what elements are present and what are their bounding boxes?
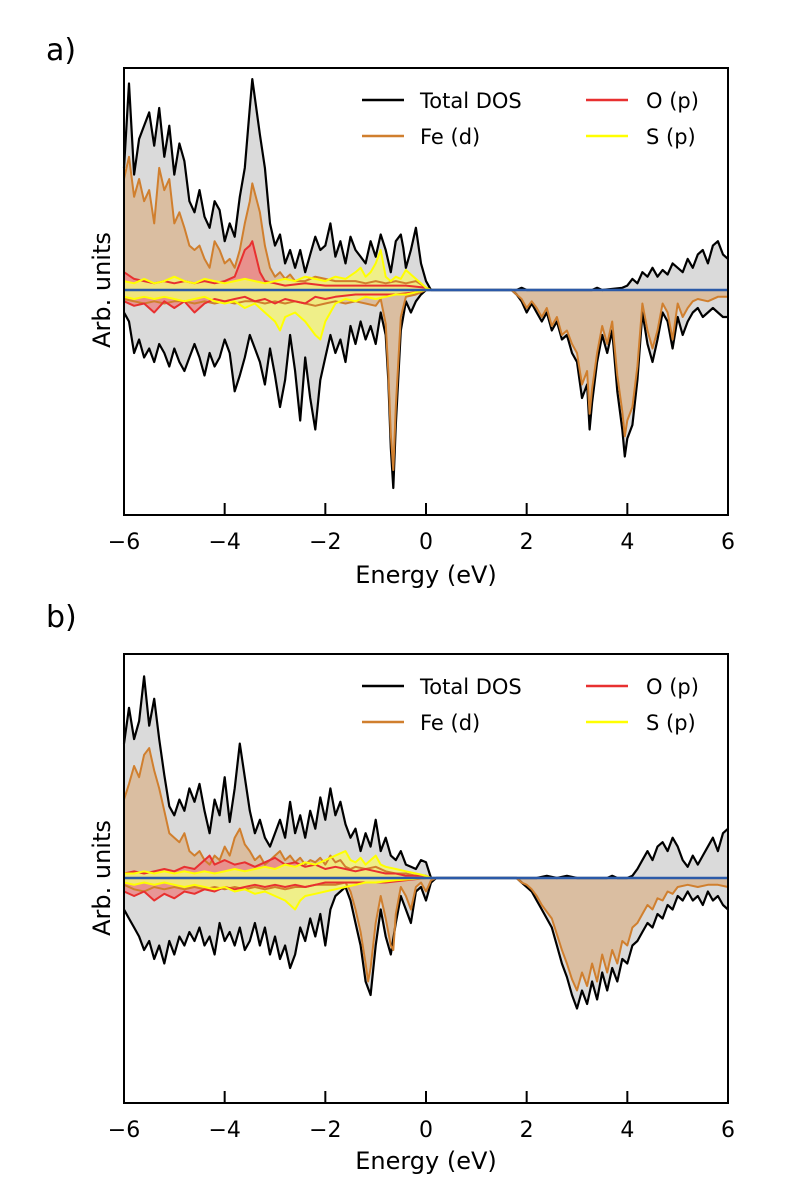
panel-b-label: b): [46, 600, 77, 635]
series-line-total-dos-up: [122, 675, 729, 880]
panel-b-x-ticks: −6 −4 −2 0 2 4 6: [108, 1091, 735, 1143]
panel-a-xlabel: Energy (eV): [355, 561, 497, 589]
legend-label-total-dos: Total DOS: [419, 89, 522, 113]
panel-b-xlabel: Energy (eV): [355, 1147, 497, 1175]
series-line-s-p-up: [123, 249, 432, 291]
panel-b-series: [122, 675, 729, 1010]
x-tick-label: 0: [419, 530, 433, 555]
panel-a-label: a): [46, 33, 76, 68]
series-fill-total-dos-up: [124, 676, 728, 878]
x-tick-label: −6: [108, 530, 140, 555]
panel-b-ylabel: Arb. units: [88, 820, 116, 936]
panel-a: a) Arb. units −6 −4 −2 0 2 4 6 Energy (eV) Tot…: [46, 33, 735, 589]
panel-a-ylabel: Arb. units: [88, 232, 116, 348]
series-line-fe-d-up: [123, 155, 432, 291]
panel-a-legend: Total DOS Fe (d) O (p) S (p): [362, 89, 699, 149]
panel-a-series: [122, 77, 729, 490]
series-line-s-p-up: [124, 850, 432, 879]
x-tick-label: −2: [309, 530, 341, 555]
series-line-s-p-down: [123, 289, 427, 341]
legend-label-total-dos: Total DOS: [419, 675, 522, 699]
legend-label-s-p: S (p): [646, 711, 696, 735]
x-tick-label: 4: [620, 530, 634, 555]
x-tick-label: −6: [108, 1118, 140, 1143]
legend-label-o-p: O (p): [646, 675, 699, 699]
panel-b: b) Arb. units −6 −4 −2 0 2 4 6 Energy (eV) Tot…: [46, 600, 735, 1175]
series-line-o-p-down: [123, 877, 427, 902]
legend-label-fe-d: Fe (d): [420, 125, 480, 149]
series-line-o-p-up: [123, 240, 432, 291]
series-fill-fe-d-down: [124, 290, 728, 470]
series-fill-fe-d-up: [124, 156, 431, 290]
series-line-fe-d-up: [123, 747, 432, 879]
legend-label-o-p: O (p): [646, 89, 699, 113]
series-line-fe-d-down: [123, 877, 729, 992]
x-tick-label: −4: [208, 530, 240, 555]
legend-label-s-p: S (p): [646, 125, 696, 149]
x-tick-label: −4: [208, 1118, 240, 1143]
series-line-total-dos-down: [123, 876, 729, 1010]
series-line-o-p-down: [123, 289, 427, 314]
series-line-total-dos-up: [122, 77, 729, 292]
series-fill-s-p-up: [124, 250, 431, 290]
panel-b-legend: Total DOS Fe (d) O (p) S (p): [362, 675, 699, 735]
legend-label-fe-d: Fe (d): [420, 711, 480, 735]
x-tick-label: 2: [520, 530, 534, 555]
x-tick-label: 4: [620, 1118, 634, 1143]
x-tick-label: −2: [309, 1118, 341, 1143]
x-tick-label: 0: [419, 1118, 433, 1143]
series-line-s-p-down: [123, 877, 427, 911]
x-tick-label: 2: [520, 1118, 534, 1143]
x-tick-label: 6: [721, 1118, 735, 1143]
series-fill-fe-d-down: [124, 878, 728, 991]
panel-a-x-ticks: −6 −4 −2 0 2 4 6: [108, 503, 735, 555]
series-line-o-p-up: [123, 854, 432, 879]
series-fill-s-p-down: [124, 290, 426, 340]
x-tick-label: 6: [721, 530, 735, 555]
series-fill-fe-d-up: [124, 748, 431, 878]
